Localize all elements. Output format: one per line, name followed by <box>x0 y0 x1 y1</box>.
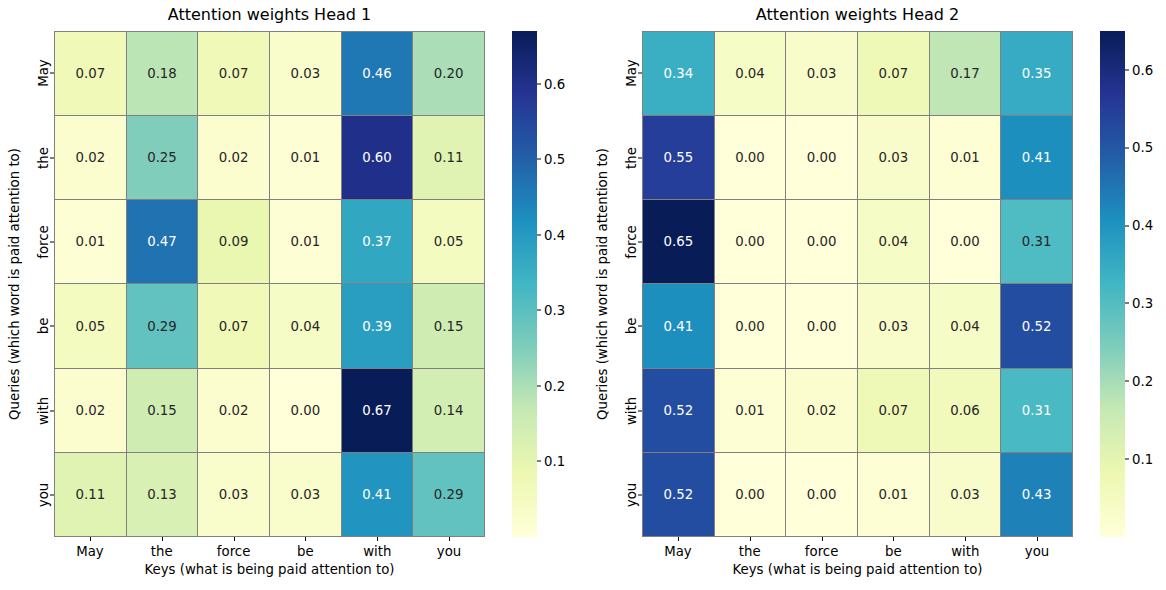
x-tick-label: you <box>437 544 461 559</box>
colorbar: 0.10.20.30.40.50.6 <box>512 31 537 537</box>
colorbar-tick-label: 0.3 <box>1132 297 1153 310</box>
y-tick-mark <box>638 410 642 411</box>
y-tick-mark <box>50 494 54 495</box>
subplot-title: Attention weights Head 2 <box>642 5 1073 24</box>
x-tick-mark <box>965 537 966 541</box>
colorbar-tick-mark <box>537 310 541 311</box>
colorbar-ticks: 0.10.20.30.40.50.6 <box>512 31 537 537</box>
colorbar-tick-mark <box>1125 381 1129 382</box>
colorbar-tick-label: 0.5 <box>544 153 565 166</box>
y-axis-ticks: Maytheforcebewithyou <box>642 31 1073 537</box>
x-tick-label: force <box>217 544 250 559</box>
y-tick-mark <box>50 241 54 242</box>
y-tick-label: with <box>624 396 639 424</box>
colorbar-tick-mark <box>1125 225 1129 226</box>
y-tick-label: the <box>36 147 51 169</box>
x-tick-mark <box>234 537 235 541</box>
subplot-head-2: Attention weights Head 2 Queries (which … <box>642 31 1073 537</box>
x-tick-mark <box>162 537 163 541</box>
y-tick-mark <box>50 73 54 74</box>
subplot-head-1: Attention weights Head 1 Queries (which … <box>54 31 485 537</box>
x-axis-label: Keys (what is being paid attention to) <box>642 562 1073 577</box>
colorbar-tick-mark <box>1125 303 1129 304</box>
colorbar-tick-label: 0.4 <box>1132 219 1153 232</box>
colorbar-tick-label: 0.4 <box>544 228 565 241</box>
x-tick-label: with <box>363 544 391 559</box>
colorbar-tick-mark <box>537 83 541 84</box>
colorbar-tick-label: 0.1 <box>544 455 565 468</box>
x-tick-label: the <box>151 544 173 559</box>
y-tick-label: force <box>36 225 51 258</box>
x-tick-label: with <box>951 544 979 559</box>
x-tick-mark <box>750 537 751 541</box>
y-tick-label: May <box>36 59 51 87</box>
x-tick-mark <box>90 537 91 541</box>
colorbar: 0.10.20.30.40.50.6 <box>1100 31 1125 537</box>
x-tick-label: force <box>805 544 838 559</box>
x-tick-mark <box>893 537 894 541</box>
y-tick-label: you <box>36 483 51 507</box>
colorbar-tick-mark <box>537 234 541 235</box>
x-tick-mark <box>1037 537 1038 541</box>
x-tick-label: the <box>739 544 761 559</box>
x-tick-mark <box>822 537 823 541</box>
y-axis-label: Queries (which word is paid attention to… <box>595 148 610 420</box>
y-tick-label: you <box>624 483 639 507</box>
x-tick-label: be <box>885 544 902 559</box>
y-axis-label: Queries (which word is paid attention to… <box>7 148 22 420</box>
x-tick-label: May <box>76 544 104 559</box>
colorbar-tick-label: 0.1 <box>1132 453 1153 466</box>
colorbar-tick-label: 0.2 <box>1132 375 1153 388</box>
colorbar-tick-mark <box>537 159 541 160</box>
y-tick-mark <box>638 326 642 327</box>
y-tick-mark <box>50 157 54 158</box>
y-tick-label: force <box>624 225 639 258</box>
y-tick-label: the <box>624 147 639 169</box>
y-tick-mark <box>638 241 642 242</box>
attention-heatmaps-figure: Attention weights Head 1 Queries (which … <box>0 0 1166 590</box>
colorbar-ticks: 0.10.20.30.40.50.6 <box>1100 31 1125 537</box>
colorbar-tick-mark <box>537 385 541 386</box>
x-tick-label: be <box>297 544 314 559</box>
y-axis-ticks: Maytheforcebewithyou <box>54 31 485 537</box>
x-tick-label: May <box>664 544 692 559</box>
x-tick-mark <box>377 537 378 541</box>
x-axis-label: Keys (what is being paid attention to) <box>54 562 485 577</box>
y-tick-mark <box>50 326 54 327</box>
y-tick-mark <box>638 73 642 74</box>
colorbar-tick-label: 0.2 <box>544 379 565 392</box>
colorbar-tick-mark <box>1125 459 1129 460</box>
subplot-title: Attention weights Head 1 <box>54 5 485 24</box>
colorbar-tick-label: 0.6 <box>544 77 565 90</box>
y-tick-mark <box>638 157 642 158</box>
x-tick-mark <box>449 537 450 541</box>
colorbar-tick-label: 0.3 <box>544 304 565 317</box>
x-tick-mark <box>678 537 679 541</box>
y-tick-label: be <box>624 318 639 335</box>
x-tick-mark <box>305 537 306 541</box>
y-tick-mark <box>50 410 54 411</box>
colorbar-tick-mark <box>537 461 541 462</box>
y-tick-label: with <box>36 396 51 424</box>
y-tick-label: be <box>36 318 51 335</box>
x-tick-label: you <box>1025 544 1049 559</box>
colorbar-tick-mark <box>1125 147 1129 148</box>
y-tick-label: May <box>624 59 639 87</box>
colorbar-tick-label: 0.6 <box>1132 63 1153 76</box>
y-tick-mark <box>638 494 642 495</box>
colorbar-tick-label: 0.5 <box>1132 141 1153 154</box>
colorbar-tick-mark <box>1125 69 1129 70</box>
